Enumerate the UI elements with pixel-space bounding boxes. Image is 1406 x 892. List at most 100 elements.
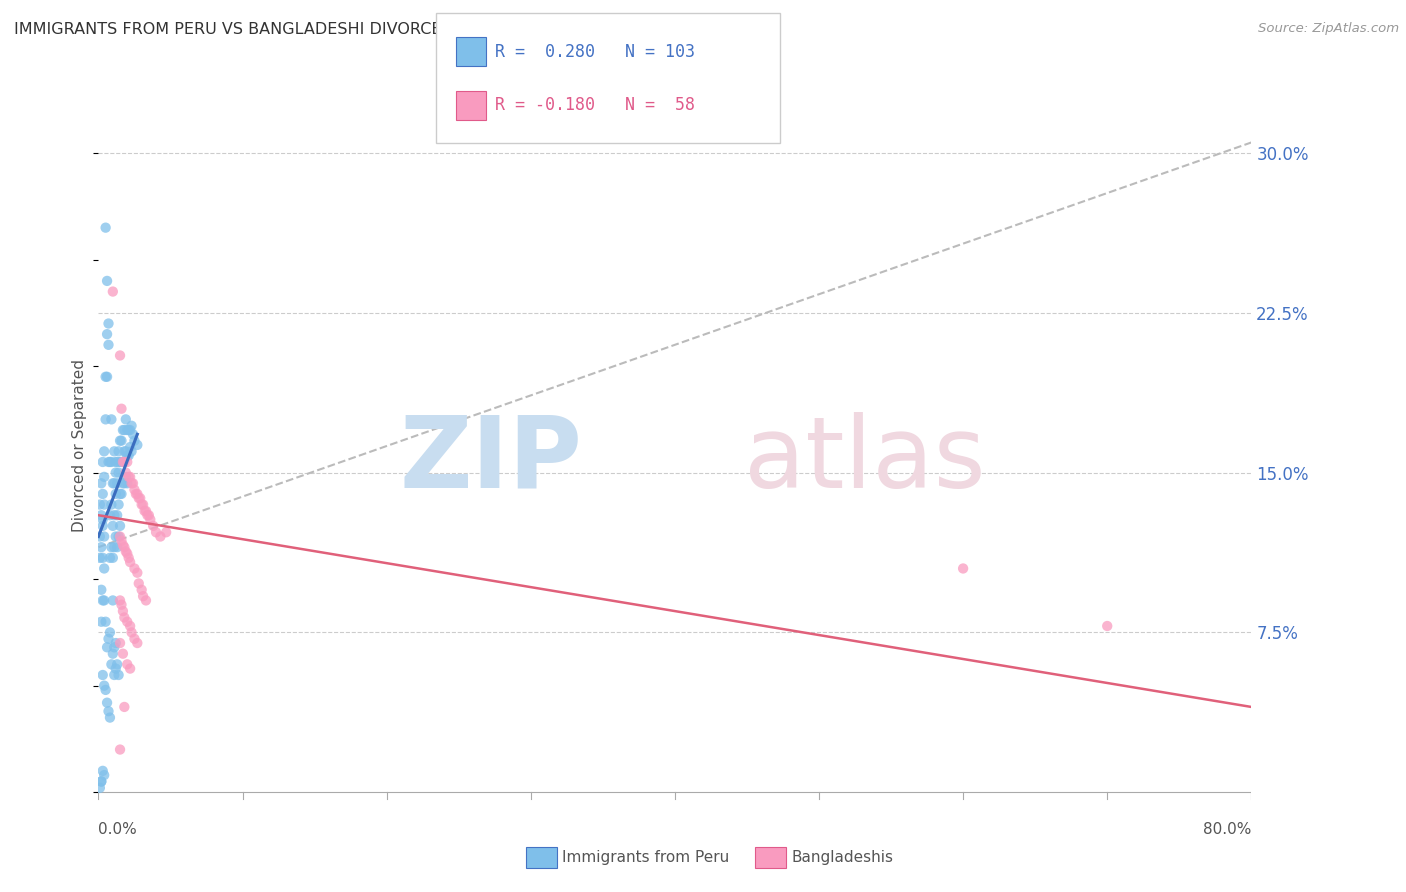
Point (111, 455, 134, 469)
Text: Source: ZipAtlas.com: Source: ZipAtlas.com (1258, 22, 1399, 36)
Point (129, 491, 152, 506)
Point (108, 519, 131, 533)
Point (110, 401, 132, 416)
Point (94, 412, 117, 426)
Point (114, 470, 136, 484)
Point (127, 487, 149, 501)
Point (98, 625, 121, 640)
Point (112, 540, 135, 554)
Point (127, 636, 149, 650)
Point (111, 423, 134, 437)
Point (112, 455, 135, 469)
Point (108, 434, 131, 448)
Point (90, 582, 112, 597)
Point (110, 487, 132, 501)
Point (121, 418, 143, 433)
Point (90, 774, 112, 789)
Y-axis label: Divorced or Separated: Divorced or Separated (72, 359, 87, 533)
Text: 0.0%: 0.0% (98, 822, 138, 837)
Point (112, 610, 135, 624)
Point (96, 696, 118, 710)
Point (96, 369, 118, 384)
Point (98, 455, 121, 469)
Point (124, 434, 146, 448)
Point (121, 476, 143, 491)
Point (100, 498, 122, 512)
Text: R = -0.180   N =  58: R = -0.180 N = 58 (495, 96, 695, 114)
Point (107, 466, 129, 480)
Point (1097, 619, 1119, 633)
Point (90, 615, 112, 629)
Point (101, 647, 124, 661)
Point (124, 561, 146, 575)
Point (104, 636, 127, 650)
Point (90, 476, 112, 491)
Point (112, 423, 135, 437)
Point (98, 550, 121, 565)
Point (91, 668, 114, 682)
Point (107, 498, 129, 512)
Text: R =  0.280   N = 103: R = 0.280 N = 103 (495, 43, 695, 61)
Point (122, 427, 145, 442)
Point (105, 657, 128, 672)
Point (128, 576, 150, 591)
Point (91, 593, 114, 607)
Point (117, 455, 139, 469)
Point (91, 487, 114, 501)
Point (117, 547, 139, 561)
Point (108, 529, 131, 543)
Point (132, 589, 155, 603)
Point (118, 449, 141, 463)
Point (105, 540, 128, 554)
Point (117, 615, 139, 629)
Point (110, 598, 132, 612)
Point (90, 508, 112, 523)
Point (128, 491, 150, 506)
Point (142, 519, 165, 533)
Point (105, 508, 128, 523)
Point (110, 434, 132, 448)
Point (131, 498, 153, 512)
Point (149, 529, 172, 543)
Point (117, 423, 139, 437)
Point (125, 487, 148, 501)
Point (104, 466, 127, 480)
Point (103, 540, 125, 554)
Point (89, 498, 111, 512)
Point (120, 440, 142, 454)
Point (100, 657, 122, 672)
Point (94, 615, 117, 629)
Point (134, 504, 156, 518)
Point (97, 455, 120, 469)
Point (97, 632, 120, 646)
Point (108, 593, 131, 607)
Point (118, 470, 141, 484)
Point (97, 338, 120, 352)
Point (101, 476, 124, 491)
Point (94, 369, 117, 384)
Point (97, 317, 120, 331)
Point (96, 274, 118, 288)
Point (94, 220, 117, 235)
Point (93, 444, 115, 458)
Point (114, 544, 136, 558)
Point (139, 512, 162, 526)
Point (105, 455, 128, 469)
Point (93, 529, 115, 543)
Point (111, 476, 134, 491)
Point (94, 682, 117, 697)
Point (127, 438, 149, 452)
Text: Bangladeshis: Bangladeshis (792, 850, 894, 864)
Point (91, 550, 114, 565)
Point (110, 533, 132, 548)
Point (117, 476, 139, 491)
Point (108, 487, 131, 501)
Point (120, 423, 142, 437)
Point (104, 662, 127, 676)
Point (105, 476, 128, 491)
Point (120, 662, 142, 676)
Point (122, 476, 145, 491)
Point (124, 632, 146, 646)
Point (117, 449, 139, 463)
Point (97, 704, 120, 718)
